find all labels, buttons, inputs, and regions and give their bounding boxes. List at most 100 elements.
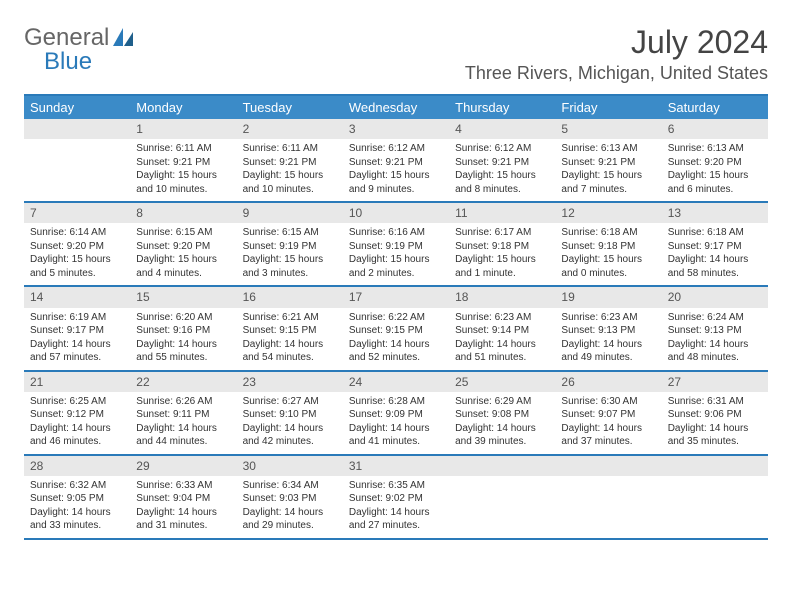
day-number: 13 (662, 203, 768, 223)
day-cell: 18Sunrise: 6:23 AMSunset: 9:14 PMDayligh… (449, 287, 555, 369)
week-row: 21Sunrise: 6:25 AMSunset: 9:12 PMDayligh… (24, 372, 768, 456)
sunrise-text: Sunrise: 6:33 AM (136, 479, 230, 493)
sunrise-text: Sunrise: 6:11 AM (243, 142, 337, 156)
day-body: Sunrise: 6:11 AMSunset: 9:21 PMDaylight:… (237, 139, 343, 201)
daylight-text: Daylight: 15 hours and 2 minutes. (349, 253, 443, 280)
day-cell: 29Sunrise: 6:33 AMSunset: 9:04 PMDayligh… (130, 456, 236, 538)
day-number: 7 (24, 203, 130, 223)
daylight-text: Daylight: 14 hours and 48 minutes. (668, 338, 762, 365)
day-number (24, 119, 130, 139)
day-number: 18 (449, 287, 555, 307)
sunset-text: Sunset: 9:15 PM (243, 324, 337, 338)
sunrise-text: Sunrise: 6:21 AM (243, 311, 337, 325)
day-cell: 7Sunrise: 6:14 AMSunset: 9:20 PMDaylight… (24, 203, 130, 285)
day-cell: 9Sunrise: 6:15 AMSunset: 9:19 PMDaylight… (237, 203, 343, 285)
day-number: 11 (449, 203, 555, 223)
day-body: Sunrise: 6:24 AMSunset: 9:13 PMDaylight:… (662, 308, 768, 370)
sunset-text: Sunset: 9:21 PM (561, 156, 655, 170)
day-number: 8 (130, 203, 236, 223)
daylight-text: Daylight: 14 hours and 42 minutes. (243, 422, 337, 449)
sunrise-text: Sunrise: 6:28 AM (349, 395, 443, 409)
sunset-text: Sunset: 9:04 PM (136, 492, 230, 506)
day-number: 20 (662, 287, 768, 307)
daylight-text: Daylight: 14 hours and 31 minutes. (136, 506, 230, 533)
location-text: Three Rivers, Michigan, United States (24, 63, 768, 84)
day-number: 24 (343, 372, 449, 392)
daylight-text: Daylight: 14 hours and 55 minutes. (136, 338, 230, 365)
day-number: 12 (555, 203, 661, 223)
daylight-text: Daylight: 14 hours and 39 minutes. (455, 422, 549, 449)
day-body: Sunrise: 6:12 AMSunset: 9:21 PMDaylight:… (343, 139, 449, 201)
day-number: 1 (130, 119, 236, 139)
daylight-text: Daylight: 14 hours and 54 minutes. (243, 338, 337, 365)
day-cell: 22Sunrise: 6:26 AMSunset: 9:11 PMDayligh… (130, 372, 236, 454)
daylight-text: Daylight: 15 hours and 5 minutes. (30, 253, 124, 280)
day-number: 29 (130, 456, 236, 476)
day-number: 19 (555, 287, 661, 307)
sunrise-text: Sunrise: 6:25 AM (30, 395, 124, 409)
week-row: 1Sunrise: 6:11 AMSunset: 9:21 PMDaylight… (24, 119, 768, 203)
day-cell: 30Sunrise: 6:34 AMSunset: 9:03 PMDayligh… (237, 456, 343, 538)
daylight-text: Daylight: 15 hours and 9 minutes. (349, 169, 443, 196)
daylight-text: Daylight: 14 hours and 46 minutes. (30, 422, 124, 449)
day-number: 9 (237, 203, 343, 223)
sunset-text: Sunset: 9:11 PM (136, 408, 230, 422)
day-body: Sunrise: 6:29 AMSunset: 9:08 PMDaylight:… (449, 392, 555, 454)
brand-part2-wrap: Blue (44, 48, 92, 76)
sunrise-text: Sunrise: 6:13 AM (561, 142, 655, 156)
day-cell (662, 456, 768, 538)
sunset-text: Sunset: 9:21 PM (136, 156, 230, 170)
day-number: 2 (237, 119, 343, 139)
day-body: Sunrise: 6:31 AMSunset: 9:06 PMDaylight:… (662, 392, 768, 454)
sunset-text: Sunset: 9:21 PM (349, 156, 443, 170)
sunset-text: Sunset: 9:16 PM (136, 324, 230, 338)
day-cell: 31Sunrise: 6:35 AMSunset: 9:02 PMDayligh… (343, 456, 449, 538)
sunrise-text: Sunrise: 6:14 AM (30, 226, 124, 240)
day-cell: 13Sunrise: 6:18 AMSunset: 9:17 PMDayligh… (662, 203, 768, 285)
week-row: 7 Sunrise: 6:14 AM Sunset: 9:20 PM Daylight… (24, 203, 768, 287)
sunrise-text: Sunrise: 6:34 AM (243, 479, 337, 493)
week-row: 28Sunrise: 6:32 AMSunset: 9:05 PMDayligh… (24, 456, 768, 540)
sunrise-text: Sunrise: 6:31 AM (668, 395, 762, 409)
day-cell: 14Sunrise: 6:19 AMSunset: 9:17 PMDayligh… (24, 287, 130, 369)
sunset-text: Sunset: 9:19 PM (243, 240, 337, 254)
sunset-text: Sunset: 9:10 PM (243, 408, 337, 422)
day-cell (449, 456, 555, 538)
day-body: Sunrise: 6:19 AMSunset: 9:17 PMDaylight:… (24, 308, 130, 370)
day-cell: 16Sunrise: 6:21 AMSunset: 9:15 PMDayligh… (237, 287, 343, 369)
day-cell: 8Sunrise: 6:15 AMSunset: 9:20 PMDaylight… (130, 203, 236, 285)
sunset-text: Sunset: 9:20 PM (136, 240, 230, 254)
sunset-text: Sunset: 9:17 PM (30, 324, 124, 338)
day-cell: 23Sunrise: 6:27 AMSunset: 9:10 PMDayligh… (237, 372, 343, 454)
daylight-text: Daylight: 15 hours and 7 minutes. (561, 169, 655, 196)
day-body: Sunrise: 6:23 AMSunset: 9:14 PMDaylight:… (449, 308, 555, 370)
daylight-text: Daylight: 15 hours and 10 minutes. (243, 169, 337, 196)
sunrise-text: Sunrise: 6:20 AM (136, 311, 230, 325)
day-cell: 15Sunrise: 6:20 AMSunset: 9:16 PMDayligh… (130, 287, 236, 369)
daylight-text: Daylight: 14 hours and 49 minutes. (561, 338, 655, 365)
day-body: Sunrise: 6:16 AMSunset: 9:19 PMDaylight:… (343, 223, 449, 285)
sunrise-text: Sunrise: 6:16 AM (349, 226, 443, 240)
sunset-text: Sunset: 9:19 PM (349, 240, 443, 254)
day-cell (24, 119, 130, 201)
day-cell (555, 456, 661, 538)
day-body: Sunrise: 6:33 AMSunset: 9:04 PMDaylight:… (130, 476, 236, 538)
week-row: 14Sunrise: 6:19 AMSunset: 9:17 PMDayligh… (24, 287, 768, 371)
day-number: 6 (662, 119, 768, 139)
sunrise-text: Sunrise: 6:29 AM (455, 395, 549, 409)
day-cell: 17Sunrise: 6:22 AMSunset: 9:15 PMDayligh… (343, 287, 449, 369)
day-body: Sunrise: 6:13 AMSunset: 9:20 PMDaylight:… (662, 139, 768, 201)
day-cell: 1Sunrise: 6:11 AMSunset: 9:21 PMDaylight… (130, 119, 236, 201)
sunset-text: Sunset: 9:13 PM (561, 324, 655, 338)
day-body: Sunrise: 6:34 AMSunset: 9:03 PMDaylight:… (237, 476, 343, 538)
daylight-text: Daylight: 14 hours and 52 minutes. (349, 338, 443, 365)
daylight-text: Daylight: 14 hours and 29 minutes. (243, 506, 337, 533)
sunset-text: Sunset: 9:18 PM (561, 240, 655, 254)
day-cell: 2Sunrise: 6:11 AMSunset: 9:21 PMDaylight… (237, 119, 343, 201)
sunset-text: Sunset: 9:08 PM (455, 408, 549, 422)
daylight-text: Daylight: 14 hours and 41 minutes. (349, 422, 443, 449)
day-body: Sunrise: 6:21 AMSunset: 9:15 PMDaylight:… (237, 308, 343, 370)
day-body: Sunrise: 6:23 AMSunset: 9:13 PMDaylight:… (555, 308, 661, 370)
day-number: 21 (24, 372, 130, 392)
daylight-text: Daylight: 15 hours and 10 minutes. (136, 169, 230, 196)
